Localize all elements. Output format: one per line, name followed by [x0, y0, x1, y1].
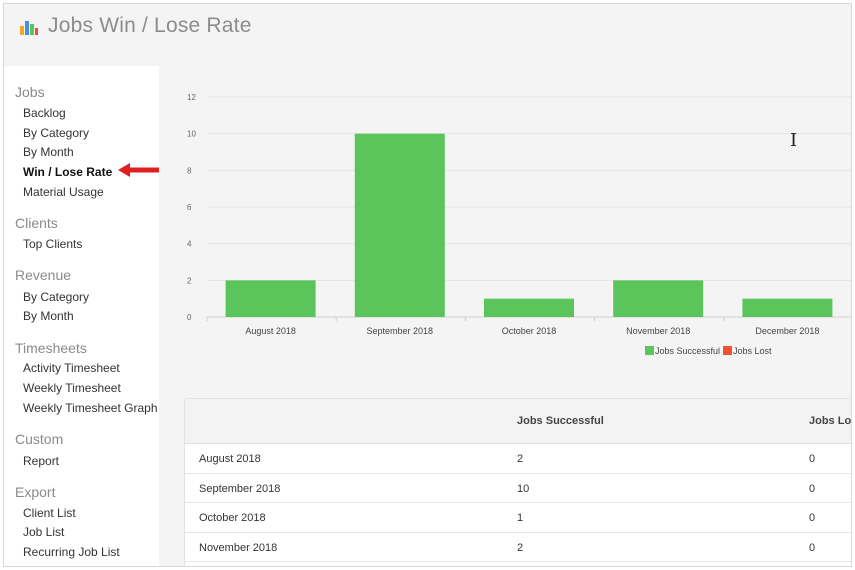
cell-successful: 1: [517, 512, 524, 524]
sidebar-section-export: Export: [15, 484, 56, 500]
x-tick-label: November 2018: [626, 326, 690, 336]
sidebar-item-client-list[interactable]: Client List: [23, 506, 76, 520]
results-table: Jobs Successful Jobs Lost August 2018 2 …: [184, 398, 852, 566]
cell-successful: 2: [517, 453, 524, 465]
bar-jobs-successful: [742, 298, 833, 317]
cell-period: August 2018: [199, 453, 261, 465]
bar-jobs-successful: [225, 280, 316, 317]
table-row: September 2018 10 0: [185, 474, 851, 503]
sidebar-item-weekly-timesheet[interactable]: Weekly Timesheet: [23, 381, 121, 395]
y-tick-label: 6: [187, 203, 192, 212]
sidebar-item-job-list[interactable]: Job List: [23, 525, 65, 539]
bar-chart-icon: [20, 21, 38, 35]
header-jobs-successful[interactable]: Jobs Successful: [517, 415, 604, 427]
report-window: Jobs Win / Lose Rate Jobs Backlog By Cat…: [3, 3, 852, 567]
page-title: Jobs Win / Lose Rate: [48, 14, 252, 37]
legend-label: Jobs Successful: [655, 346, 720, 356]
sidebar-item-jobs-by-category[interactable]: By Category: [23, 126, 90, 140]
y-tick-label: 8: [187, 166, 192, 175]
sidebar-item-jobs-by-month[interactable]: By Month: [23, 145, 74, 159]
sidebar-section-clients: Clients: [15, 215, 58, 231]
x-tick-label: September 2018: [367, 326, 434, 336]
bar-jobs-successful: [484, 298, 574, 317]
sidebar-item-recurring-job-list[interactable]: Recurring Job List: [23, 545, 120, 559]
cell-lost: 0: [809, 482, 816, 495]
text-cursor-icon: I: [790, 130, 798, 151]
legend-label: Jobs Lost: [733, 346, 772, 356]
sidebar-item-revenue-by-category[interactable]: By Category: [23, 290, 90, 304]
table-header: Jobs Successful Jobs Lost: [185, 399, 852, 444]
sidebar-item-weekly-timesheet-graph[interactable]: Weekly Timesheet Graph: [23, 401, 158, 415]
win-lose-bar-chart: 0 2 4 6 8 10 12 August 2018 September 2018 Octobe…: [187, 93, 851, 356]
cell-lost: 0: [809, 453, 816, 465]
cell-period: October 2018: [199, 512, 266, 524]
x-tick-label: October 2018: [502, 326, 557, 336]
legend-swatch: [723, 346, 732, 355]
bar-jobs-successful: [613, 280, 704, 317]
reports-sidebar: Jobs Backlog By Category By Month Win / …: [4, 66, 164, 566]
sidebar-item-activity-timesheet[interactable]: Activity Timesheet: [23, 361, 120, 375]
sidebar-section-custom: Custom: [15, 431, 64, 447]
table-row: August 2018 2 0: [185, 444, 851, 474]
table-row: October 2018 1 0: [185, 503, 851, 533]
x-tick-label: August 2018: [245, 326, 296, 336]
cell-lost: 0: [809, 512, 816, 524]
bar-jobs-successful: [354, 133, 445, 317]
y-tick-label: 10: [187, 130, 196, 139]
sidebar-item-report[interactable]: Report: [23, 454, 60, 468]
y-tick-label: 12: [187, 93, 196, 102]
x-tick-label: December 2018: [755, 326, 819, 336]
y-tick-label: 2: [187, 276, 192, 285]
main-content: 0 2 4 6 8 10 12 August 2018 September 2018 Octobe…: [159, 66, 852, 566]
cell-period: September 2018: [199, 482, 281, 495]
sidebar-item-material-usage[interactable]: Material Usage: [23, 185, 104, 199]
y-tick-label: 4: [187, 240, 192, 249]
sidebar-section-jobs: Jobs: [15, 84, 45, 100]
page-header: Jobs Win / Lose Rate: [4, 4, 851, 66]
annotation-arrow-icon: [118, 163, 164, 177]
sidebar-item-top-clients[interactable]: Top Clients: [23, 237, 83, 251]
cell-period: November 2018: [199, 541, 278, 554]
cell-successful: 2: [517, 541, 524, 554]
sidebar-item-revenue-by-month[interactable]: By Month: [23, 309, 74, 323]
cell-successful: 10: [517, 482, 530, 495]
sidebar-section-timesheets: Timesheets: [15, 340, 87, 356]
legend-swatch: [645, 346, 654, 355]
header-jobs-lost[interactable]: Jobs Lost: [809, 415, 852, 427]
sidebar-item-backlog[interactable]: Backlog: [23, 106, 66, 120]
y-tick-label: 0: [187, 313, 192, 322]
sidebar-item-win-lose-rate[interactable]: Win / Lose Rate: [23, 165, 113, 179]
cell-lost: 0: [809, 541, 816, 554]
table-row: November 2018 2 0: [185, 533, 851, 562]
sidebar-section-revenue: Revenue: [15, 267, 72, 283]
